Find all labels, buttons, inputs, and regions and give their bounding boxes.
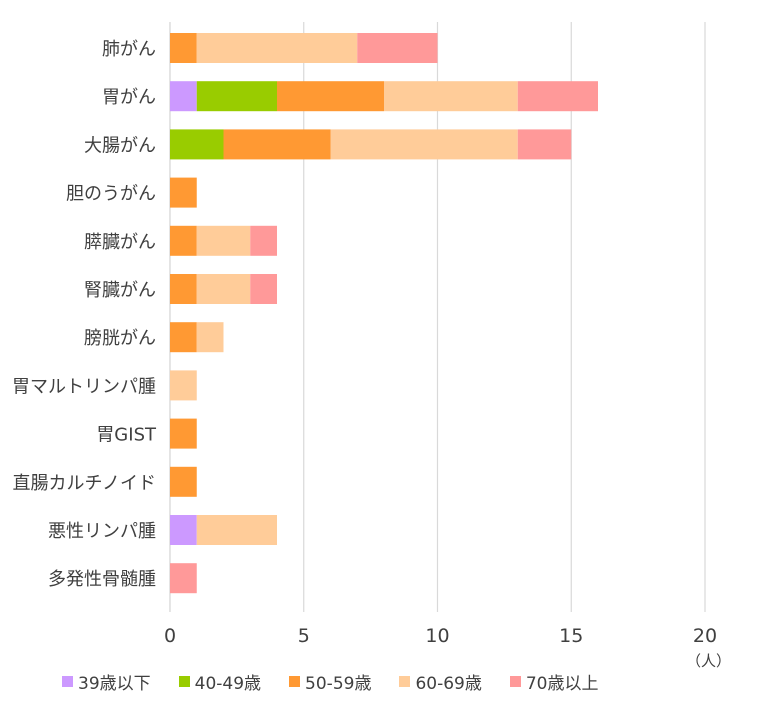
legend-swatch <box>509 675 521 687</box>
bars <box>170 33 598 594</box>
legend-item: 40-49歳 <box>178 669 262 694</box>
x-tick-label: 0 <box>164 625 176 647</box>
legend: 39歳以下 40-49歳 50-59歳 60-69歳 70歳以上 <box>62 669 627 694</box>
bar-segment <box>170 418 197 449</box>
legend-swatch <box>178 675 190 687</box>
category-label: 胃がん <box>102 87 156 108</box>
bar-segment <box>196 322 224 353</box>
category-label: 胃マルトリンパ腫 <box>12 376 156 397</box>
legend-item: 60-69歳 <box>399 669 482 694</box>
category-label: 直腸カルチノイド <box>13 473 156 494</box>
x-tick-label: 20 <box>693 625 717 647</box>
bar-segment <box>196 274 251 304</box>
bar-segment <box>170 322 197 353</box>
bar-segment <box>170 177 197 208</box>
legend-swatch <box>62 675 73 687</box>
bar-segment <box>330 129 518 160</box>
bar-segment <box>250 225 277 256</box>
legend-label: 50-59歳 <box>305 673 372 694</box>
category-label: 胃GIST <box>96 425 157 446</box>
x-tick-label: 5 <box>298 625 310 647</box>
legend-item: 39歳以下 <box>62 669 151 694</box>
bar-segment <box>170 466 197 497</box>
x-tick-labels: 0 5 10 15 20 <box>164 625 717 647</box>
x-tick-label: 10 <box>425 625 449 647</box>
bar-segment <box>170 563 197 594</box>
bar-segment <box>196 225 251 256</box>
x-axis-unit-label: （人） <box>686 652 732 670</box>
legend-swatch <box>289 675 301 687</box>
bar-segment <box>223 129 331 160</box>
category-label: 腎臓がん <box>84 280 156 301</box>
bar-segment <box>170 515 197 545</box>
bar-segment <box>170 225 197 256</box>
bar-segment <box>196 81 277 112</box>
bar-segment <box>357 33 438 63</box>
bar-segment <box>170 274 197 304</box>
category-label: 悪性リンパ腫 <box>48 521 156 542</box>
legend-item: 70歳以上 <box>509 669 599 694</box>
bar-segment <box>384 81 518 112</box>
category-label: 膀胱がん <box>84 328 156 349</box>
category-label: 多発性骨髄腫 <box>48 569 156 590</box>
legend-swatch <box>399 675 411 687</box>
category-label: 膵臓がん <box>84 232 156 253</box>
bar-segment <box>517 81 598 112</box>
bar-segment <box>170 33 197 63</box>
category-label: 胆のうがん <box>66 184 156 205</box>
bar-segment <box>250 274 277 304</box>
category-labels: 肺がん胃がん大腸がん胆のうがん膵臓がん腎臓がん膀胱がん胃マルトリンパ腫胃GIST… <box>12 39 157 590</box>
legend-label: 40-49歳 <box>194 673 262 694</box>
bar-segment <box>196 33 358 63</box>
bar-segment <box>196 515 277 545</box>
bar-segment <box>277 81 384 112</box>
bar-segment <box>517 129 572 160</box>
bar-segment <box>170 81 197 112</box>
x-tick-label: 15 <box>559 625 583 647</box>
legend-label: 39歳以下 <box>78 673 151 694</box>
bar-segment <box>170 370 197 401</box>
legend-item: 50-59歳 <box>289 669 371 694</box>
gridlines <box>169 22 706 612</box>
legend-label: 60-69歳 <box>415 673 482 694</box>
category-label: 肺がん <box>102 39 156 60</box>
legend-label: 70歳以上 <box>525 673 599 694</box>
bar-segment <box>170 129 224 160</box>
category-label: 大腸がん <box>84 135 156 156</box>
